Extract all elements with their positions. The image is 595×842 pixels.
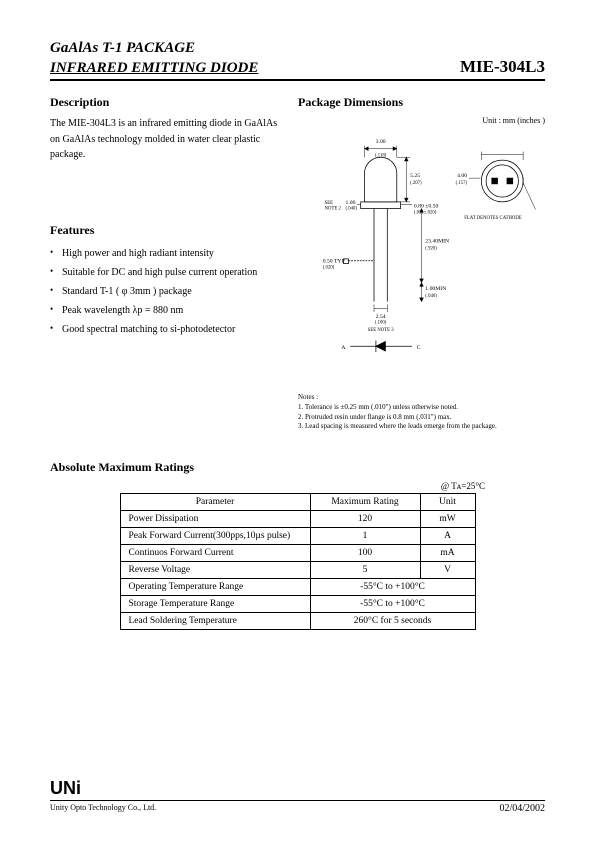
svg-text:(.118): (.118): [375, 153, 387, 158]
svg-text:(.040): (.040): [346, 206, 358, 211]
svg-text:(.100): (.100): [375, 320, 387, 325]
unit-label: Unit : mm (inches ): [298, 116, 545, 125]
left-column: Description The MIE-304L3 is an infrared…: [50, 95, 280, 432]
svg-text:1.00: 1.00: [346, 200, 356, 206]
features-title: Features: [50, 223, 280, 238]
svg-text:2.54: 2.54: [376, 314, 386, 320]
package-diagram: 3.00 (.118) 5.25 (.207) SEE NOTE 2 1.00 …: [298, 129, 545, 384]
svg-text:C: C: [417, 345, 421, 351]
description-text: The MIE-304L3 is an infrared emitting di…: [50, 116, 280, 163]
package-notes: Notes : 1. Tolerance is ±0.25 mm (.010")…: [298, 393, 545, 432]
feature-item: High power and high radiant intensity: [50, 244, 280, 263]
svg-text:0.50 TYP: 0.50 TYP: [323, 259, 345, 265]
svg-text:5.25: 5.25: [410, 173, 420, 179]
ratings-table: Parameter Maximum Rating Unit Power Diss…: [120, 493, 476, 630]
table-row: Storage Temperature Range -55°C to +100°…: [120, 596, 475, 613]
table-row: Continuos Forward Current 100 mA: [120, 545, 475, 562]
col-max: Maximum Rating: [310, 494, 420, 511]
svg-text:SEE NOTE 3: SEE NOTE 3: [368, 328, 394, 333]
svg-text:(.920): (.920): [425, 246, 437, 251]
package-title: Package Dimensions: [298, 95, 545, 110]
ratings-section: Absolute Maximum Ratings @ Tᴀ=25°C Param…: [50, 460, 545, 630]
content-columns: Description The MIE-304L3 is an infrared…: [50, 95, 545, 432]
features-section: Features High power and high radiant int…: [50, 223, 280, 339]
table-header-row: Parameter Maximum Rating Unit: [120, 494, 475, 511]
note-item: 2. Protruded resin under flange is 0.8 m…: [298, 413, 545, 423]
table-row: Peak Forward Current(300pps,10µs pulse) …: [120, 528, 475, 545]
note-item: 1. Tolerance is ±0.25 mm (.010") unless …: [298, 403, 545, 413]
svg-text:A: A: [341, 345, 346, 351]
table-row: Operating Temperature Range -55°C to +10…: [120, 579, 475, 596]
part-number: MIE-304L3: [460, 57, 545, 77]
svg-text:(.040): (.040): [425, 294, 437, 299]
svg-text:4.00: 4.00: [457, 173, 467, 179]
right-column: Package Dimensions Unit : mm (inches ): [298, 95, 545, 432]
svg-text:23.40MIN: 23.40MIN: [425, 239, 449, 245]
ratings-condition: @ Tᴀ=25°C: [50, 481, 485, 491]
ratings-title: Absolute Maximum Ratings: [50, 460, 545, 475]
svg-text:0.80 ±0.50: 0.80 ±0.50: [414, 204, 439, 210]
notes-title: Notes :: [298, 393, 545, 403]
table-row: Reverse Voltage 5 V: [120, 562, 475, 579]
description-title: Description: [50, 95, 280, 110]
title-line2: INFRARED EMITTING DIODE: [50, 60, 258, 77]
title-line1: GaAlAs T-1 PACKAGE: [50, 40, 545, 57]
logo: UNi: [50, 778, 545, 801]
svg-text:NOTE 2: NOTE 2: [325, 206, 342, 211]
feature-item: Standard T-1 ( φ 3mm ) package: [50, 282, 280, 301]
header: GaAlAs T-1 PACKAGE INFRARED EMITTING DIO…: [50, 40, 545, 81]
feature-item: Peak wavelength λp = 880 nm: [50, 301, 280, 320]
svg-text:1.00MIN: 1.00MIN: [425, 286, 446, 292]
footer: UNi Unity Opto Technology Co., Ltd. 02/0…: [50, 778, 545, 812]
table-row: Power Dissipation 120 mW: [120, 511, 475, 528]
feature-item: Suitable for DC and high pulse current o…: [50, 263, 280, 282]
note-item: 3. Lead spacing is measured where the le…: [298, 422, 545, 432]
svg-text:(.207): (.207): [410, 181, 422, 186]
title-row: INFRARED EMITTING DIODE MIE-304L3: [50, 57, 545, 81]
svg-text:(.020): (.020): [323, 265, 335, 270]
svg-text:(.031±.020): (.031±.020): [414, 210, 437, 215]
table-row: Lead Soldering Temperature 260°C for 5 s…: [120, 613, 475, 630]
svg-text:(.157): (.157): [456, 181, 468, 186]
features-list: High power and high radiant intensity Su…: [50, 244, 280, 339]
col-parameter: Parameter: [120, 494, 310, 511]
company-name: Unity Opto Technology Co., Ltd.: [50, 803, 545, 812]
svg-text:SEE: SEE: [325, 201, 334, 206]
svg-text:3.00: 3.00: [376, 139, 386, 145]
feature-item: Good spectral matching to si-photodetect…: [50, 320, 280, 339]
doc-date: 02/04/2002: [499, 803, 545, 814]
col-unit: Unit: [420, 494, 475, 511]
svg-text:FLAT DENOTES CATHODE: FLAT DENOTES CATHODE: [464, 216, 522, 221]
